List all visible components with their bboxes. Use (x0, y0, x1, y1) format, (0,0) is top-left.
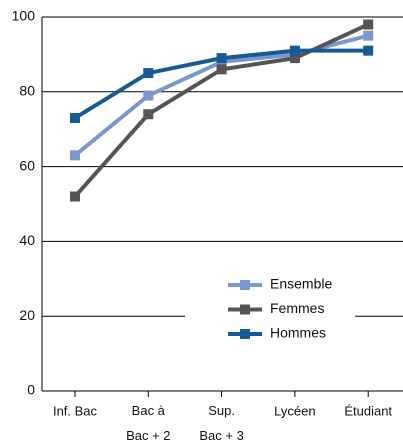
point (143, 68, 154, 79)
x-tick-label: Étudiant (344, 403, 392, 418)
point (143, 109, 154, 120)
legend-marker (240, 280, 250, 290)
point (70, 150, 80, 161)
y-tick-label: 80 (19, 83, 35, 99)
point (143, 90, 154, 101)
point (70, 191, 80, 202)
y-tick-label: 0 (27, 382, 35, 398)
legend-label: Ensemble (270, 276, 332, 292)
point (363, 45, 374, 56)
legend-label: Femmes (270, 300, 324, 316)
point (289, 45, 300, 56)
point (289, 53, 300, 64)
y-tick-label: 60 (19, 157, 35, 173)
y-tick-label: 100 (12, 8, 36, 24)
legend-box (185, 270, 355, 348)
legend-marker (240, 304, 250, 315)
y-tick-label: 20 (19, 307, 35, 323)
point (216, 53, 227, 64)
x-tick-label: Lycéen (274, 403, 315, 418)
x-tick-label: Sup. Bac + 3 (199, 403, 243, 443)
y-tick-label: 40 (19, 232, 35, 248)
point (363, 30, 374, 41)
point (363, 19, 374, 30)
point (70, 112, 80, 123)
legend-marker (240, 329, 250, 339)
x-tick-label: Inf. Bac (53, 403, 98, 418)
legend-label: Hommes (270, 325, 326, 341)
point (216, 64, 227, 75)
x-tick-label: Bac à Bac + 2 (126, 403, 170, 443)
